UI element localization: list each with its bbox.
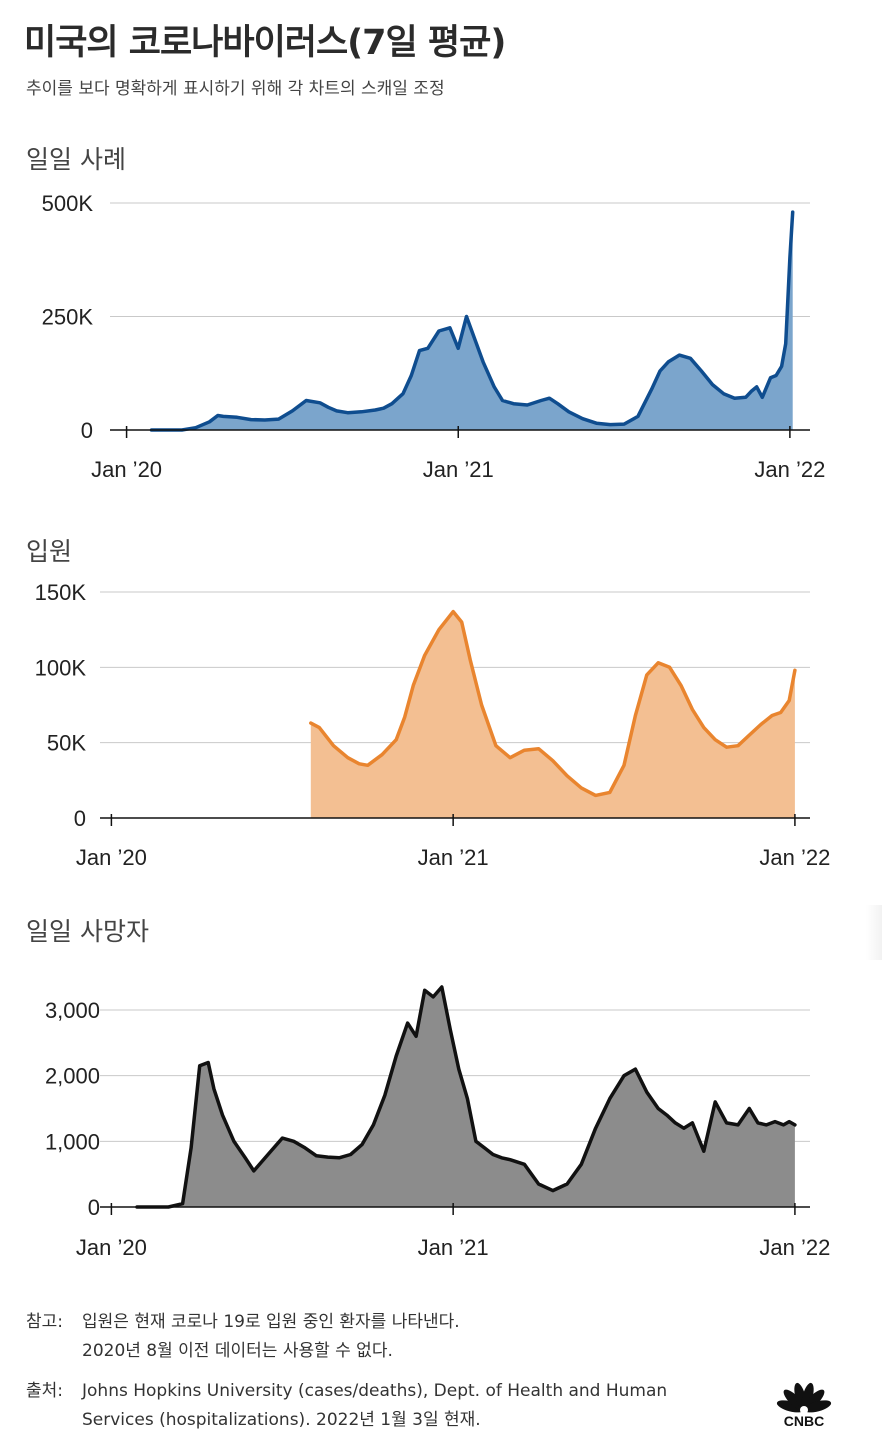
- y-tick-label: 0: [88, 1195, 100, 1220]
- y-tick-label: 500K: [42, 191, 94, 216]
- deaths-chart: 0 1,000 2,000 3,000 Jan ’20 Jan ’21 Jan ’22: [45, 985, 830, 1260]
- x-tick-label: Jan ’22: [759, 1235, 830, 1260]
- note-key: 참고:: [26, 1312, 64, 1332]
- x-tick-label: Jan ’20: [91, 457, 162, 482]
- source-key: 출처:: [26, 1381, 64, 1401]
- x-tick-label: Jan ’20: [76, 1235, 147, 1260]
- source-line-2: Services (hospitalizations). 2022년 1월 3일…: [82, 1410, 481, 1430]
- series-line: [135, 985, 797, 1209]
- y-tick-label: 250K: [42, 305, 94, 330]
- series-area: [310, 611, 795, 818]
- x-tick-label: Jan ’22: [754, 457, 825, 482]
- logo-text: CNBC: [784, 1413, 824, 1429]
- series-line: [309, 609, 797, 798]
- cases-chart: 0 250K 500K Jan ’20 Jan ’21 Jan ’22: [42, 191, 826, 482]
- y-tick-label: 2,000: [45, 1064, 100, 1089]
- y-tick-label: 150K: [35, 580, 87, 605]
- note-block: 참고: 입원은 현재 코로나 19로 입원 중인 환자를 나타낸다. 2020년 …: [26, 1308, 460, 1366]
- y-tick-label: 50K: [47, 731, 86, 756]
- x-tick-label: Jan ’21: [418, 1235, 489, 1260]
- cases-chart-label: 일일 사례: [26, 145, 126, 174]
- y-tick-label: 100K: [35, 655, 87, 680]
- hospitalizations-chart: 0 50K 100K 150K Jan ’20 Jan ’21 Jan ’22: [35, 580, 831, 870]
- x-tick-label: Jan ’21: [423, 457, 494, 482]
- note-line-2: 2020년 8월 이전 데이터는 사용할 수 없다.: [82, 1341, 393, 1361]
- y-tick-label: 0: [81, 418, 93, 443]
- cnbc-logo: CNBC: [776, 1382, 832, 1429]
- series-line: [149, 210, 795, 432]
- edge-shadow: [866, 905, 882, 960]
- y-tick-label: 1,000: [45, 1129, 100, 1154]
- y-tick-label: 3,000: [45, 998, 100, 1023]
- x-tick-label: Jan ’22: [759, 845, 830, 870]
- x-tick-label: Jan ’20: [76, 845, 147, 870]
- source-block: 출처: Johns Hopkins University (cases/death…: [26, 1377, 667, 1435]
- x-tick-label: Jan ’21: [418, 845, 489, 870]
- page-title: 미국의 코로나바이러스(7일 평균): [24, 23, 506, 63]
- page-subtitle: 추이를 보다 명확하게 표시하기 위해 각 차트의 스캐일 조정: [26, 79, 445, 99]
- peacock-icon: [776, 1382, 832, 1414]
- hospitalizations-chart-label: 입원: [26, 537, 73, 566]
- note-line-1: 입원은 현재 코로나 19로 입원 중인 환자를 나타낸다.: [82, 1312, 460, 1332]
- series-area: [151, 212, 793, 430]
- source-line-1: Johns Hopkins University (cases/deaths),…: [82, 1381, 668, 1401]
- y-tick-label: 0: [74, 806, 86, 831]
- deaths-chart-label: 일일 사망자: [26, 917, 149, 946]
